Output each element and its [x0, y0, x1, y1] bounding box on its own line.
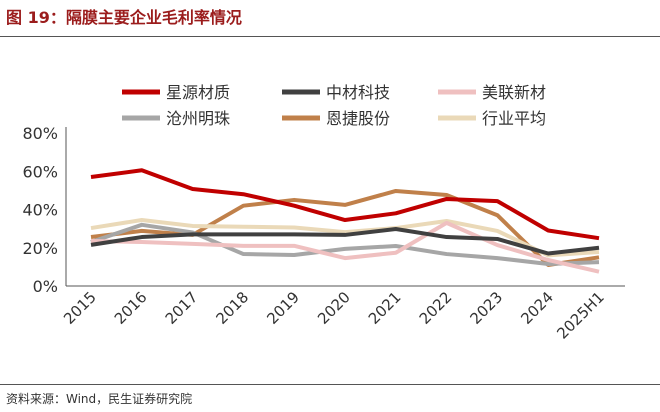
x-tick-label: 2016	[111, 288, 151, 328]
source-note: 资料来源：Wind，民生证券研究院	[6, 392, 193, 406]
series-line-行业平均	[90, 218, 600, 258]
x-tick-label: 2025H1	[553, 288, 607, 342]
y-tick-label: 20%	[22, 239, 58, 258]
x-tick-label: 2021	[365, 288, 405, 328]
legend-label: 星源材质	[166, 83, 230, 102]
series-line-沧州明珠	[90, 222, 600, 267]
y-tick-label: 0%	[33, 277, 58, 296]
y-tick-label: 60%	[22, 162, 58, 181]
chart-title: 图 19：隔膜主要企业毛利率情况	[6, 8, 242, 27]
x-tick-label: 2018	[212, 288, 252, 328]
legend-label: 恩捷股份	[326, 109, 390, 128]
top-divider	[0, 36, 660, 37]
x-tick-label: 2019	[263, 288, 303, 328]
x-tick-label: 2023	[466, 288, 506, 328]
series-line-星源材质	[90, 168, 600, 241]
x-tick-label: 2022	[416, 288, 456, 328]
series-line-中材科技	[90, 227, 600, 256]
x-tick-label: 2015	[60, 288, 100, 328]
x-tick-label: 2017	[162, 288, 202, 328]
legend-label: 行业平均	[482, 109, 546, 128]
y-tick-label: 40%	[22, 201, 58, 220]
series-line-美联新材	[90, 220, 600, 274]
x-tick-label: 2024	[517, 288, 557, 328]
bottom-divider	[0, 384, 660, 385]
legend-label: 沧州明珠	[166, 109, 230, 128]
legend-label: 中材科技	[326, 83, 390, 102]
x-tick-label: 2020	[314, 288, 354, 328]
y-tick-label: 80%	[22, 124, 58, 143]
legend-label: 美联新材	[482, 83, 546, 102]
